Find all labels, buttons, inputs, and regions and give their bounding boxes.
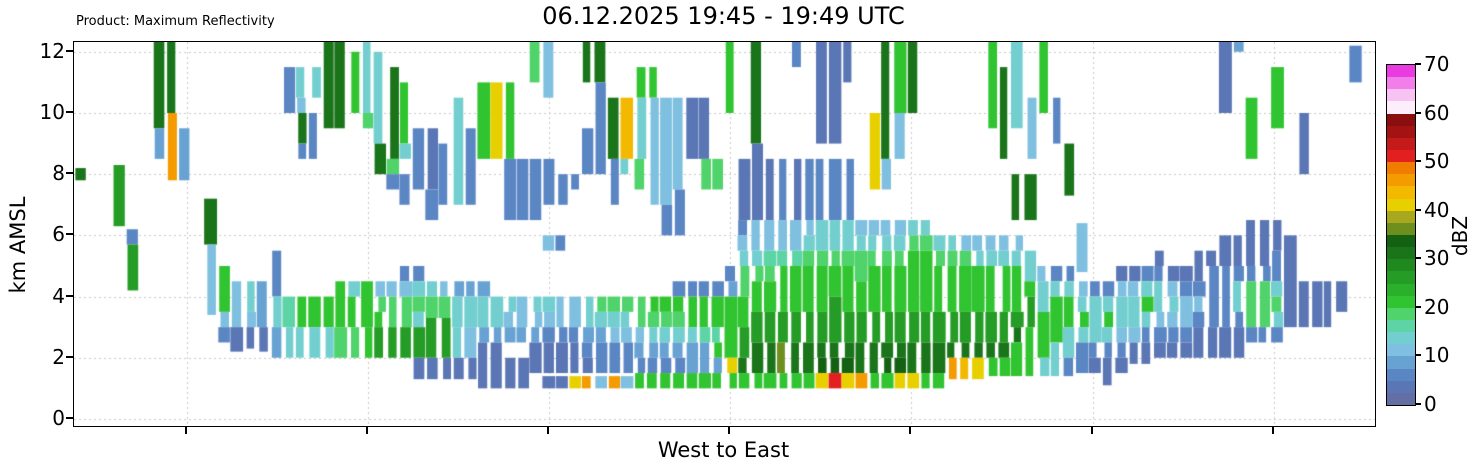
colorbar-segment: [1387, 65, 1415, 78]
colorbar-tick-label: 30: [1424, 246, 1450, 271]
colorbar-segment: [1387, 380, 1415, 393]
colorbar-segment: [1387, 368, 1415, 381]
x-tick-mark: [908, 427, 911, 434]
reflectivity-heatmap: [74, 42, 1375, 426]
plot-title: 06.12.2025 19:45 - 19:49 UTC: [542, 2, 905, 30]
colorbar-tick-mark: [1415, 63, 1421, 65]
colorbar-segment: [1387, 198, 1415, 211]
y-tick-label: 6: [52, 222, 65, 247]
colorbar-segment: [1387, 222, 1415, 235]
x-tick-mark: [1090, 427, 1093, 434]
y-tick-mark: [66, 355, 74, 358]
y-tick-label: 8: [52, 161, 65, 186]
y-tick-mark: [66, 294, 74, 297]
colorbar-tick-label: 20: [1424, 294, 1450, 319]
colorbar-segment: [1387, 137, 1415, 150]
product-label: Product: Maximum Reflectivity: [76, 14, 275, 29]
colorbar-segment: [1387, 125, 1415, 138]
x-axis-label: West to East: [657, 438, 790, 462]
colorbar-segment: [1387, 283, 1415, 296]
colorbar-segment: [1387, 234, 1415, 248]
colorbar-segment: [1387, 162, 1415, 175]
colorbar-tick-label: 0: [1424, 392, 1437, 416]
colorbar-tick-mark: [1415, 354, 1421, 357]
colorbar-tick-mark: [1415, 111, 1421, 114]
y-tick-label: 10: [39, 99, 65, 124]
colorbar-segment: [1387, 77, 1415, 90]
colorbar-segment: [1387, 259, 1415, 272]
colorbar-tick-mark: [1415, 257, 1421, 260]
colorbar-tick-mark: [1415, 208, 1421, 211]
plot-area: [73, 41, 1376, 427]
colorbar-unit-label: dBZ: [1448, 215, 1472, 257]
y-tick-mark: [66, 233, 74, 236]
y-tick-mark: [66, 416, 74, 419]
colorbar-tick-label: 10: [1424, 343, 1450, 368]
colorbar-segment: [1387, 101, 1415, 114]
colorbar-tick-label: 60: [1424, 100, 1450, 125]
colorbar-segment: [1387, 186, 1415, 199]
y-tick-label: 4: [52, 283, 65, 308]
y-tick-mark: [66, 49, 74, 52]
colorbar-segment: [1387, 319, 1415, 333]
colorbar-segment: [1387, 295, 1415, 308]
y-tick-label: 12: [39, 38, 65, 63]
colorbar-segment: [1387, 392, 1415, 405]
x-tick-mark: [185, 427, 188, 434]
colorbar-segment: [1387, 307, 1415, 320]
colorbar: [1386, 64, 1416, 406]
colorbar-tick-label: 40: [1424, 197, 1450, 222]
colorbar-segment: [1387, 174, 1415, 187]
colorbar-tick-label: 70: [1424, 52, 1450, 76]
y-tick-mark: [66, 110, 74, 113]
colorbar-tick-label: 50: [1424, 149, 1450, 174]
x-tick-mark: [546, 427, 549, 434]
colorbar-tick-mark: [1415, 160, 1421, 163]
colorbar-segment: [1387, 210, 1415, 223]
colorbar-segment: [1387, 113, 1415, 126]
colorbar-segment: [1387, 344, 1415, 357]
colorbar-segment: [1387, 356, 1415, 369]
y-tick-label: 0: [52, 405, 65, 430]
colorbar-segment: [1387, 149, 1415, 163]
colorbar-segment: [1387, 247, 1415, 260]
x-tick-mark: [366, 427, 369, 434]
colorbar-tick-mark: [1415, 403, 1421, 405]
x-tick-mark: [1271, 427, 1274, 434]
colorbar-segment: [1387, 332, 1415, 345]
y-tick-label: 2: [52, 344, 65, 369]
y-tick-mark: [66, 172, 74, 175]
colorbar-segment: [1387, 271, 1415, 284]
colorbar-tick-mark: [1415, 305, 1421, 308]
colorbar-segment: [1387, 89, 1415, 102]
x-tick-mark: [727, 427, 730, 434]
